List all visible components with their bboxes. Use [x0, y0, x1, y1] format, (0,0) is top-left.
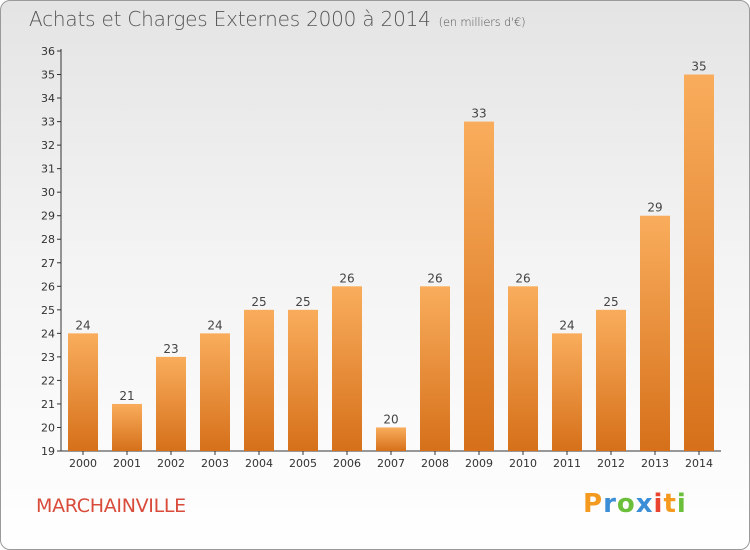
y-tick-label: 27 [41, 257, 55, 270]
x-tick-label: 2007 [377, 457, 405, 470]
y-tick-label: 31 [41, 163, 55, 176]
x-tick-label: 2005 [289, 457, 317, 470]
data-label: 21 [119, 389, 134, 403]
bar [332, 286, 362, 451]
x-tick-label: 2012 [597, 457, 625, 470]
x-tick-label: 2014 [685, 457, 713, 470]
y-tick-label: 28 [41, 233, 55, 246]
y-tick-label: 30 [41, 186, 55, 199]
y-tick-label: 34 [41, 92, 55, 105]
y-tick-label: 36 [41, 45, 55, 58]
y-tick-label: 29 [41, 210, 55, 223]
data-label: 35 [691, 60, 706, 74]
data-label: 25 [603, 295, 618, 309]
bar [464, 121, 494, 452]
y-tick-label: 24 [41, 327, 55, 340]
y-tick-label: 25 [41, 304, 55, 317]
x-tick-label: 2013 [641, 457, 669, 470]
data-label: 24 [75, 318, 90, 332]
bar [288, 309, 318, 451]
x-tick-label: 2001 [113, 457, 141, 470]
axes: 19 20 21 22 23 24 25 26 27 28 29 30 31 32 33 34 35 36 2000… [41, 45, 721, 470]
data-label: 25 [251, 295, 266, 309]
y-tick-label: 22 [41, 374, 55, 387]
logo-letter: t [663, 489, 677, 519]
data-label: 26 [515, 271, 530, 285]
data-labels: 24 21 23 24 25 25 26 20 26 33 26 24 25 29 35 [75, 60, 706, 427]
bar [376, 427, 406, 451]
y-tick-label: 33 [41, 116, 55, 129]
data-label: 20 [383, 412, 398, 426]
logo-letter: x [635, 489, 654, 519]
data-label: 26 [427, 271, 442, 285]
data-label: 24 [559, 318, 574, 332]
commune-name: MARCHAINVILLE [36, 495, 186, 517]
data-label: 24 [207, 318, 222, 332]
bar [508, 286, 538, 451]
y-tick-label: 35 [41, 69, 55, 82]
x-tick-label: 2004 [245, 457, 273, 470]
data-label: 25 [295, 295, 310, 309]
logo-letter: o [616, 489, 636, 519]
bar [640, 215, 670, 451]
bar [420, 286, 450, 451]
y-tick-label: 19 [41, 445, 55, 458]
bar [200, 333, 230, 451]
y-tick-label: 23 [41, 351, 55, 364]
y-tick-label: 26 [41, 280, 55, 293]
x-tick-label: 2011 [553, 457, 581, 470]
data-label: 33 [471, 107, 486, 121]
x-tick-label: 2000 [69, 457, 97, 470]
logo-letter: i [653, 489, 664, 519]
bars [68, 74, 714, 452]
bar [552, 333, 582, 451]
x-tick-label: 2009 [465, 457, 493, 470]
x-tick-label: 2002 [157, 457, 185, 470]
y-tick-label: 21 [41, 398, 55, 411]
title-text: Achats et Charges Externes 2000 à 2014 [29, 7, 431, 31]
data-label: 29 [647, 201, 662, 215]
bar [112, 403, 142, 451]
x-tick-label: 2006 [333, 457, 361, 470]
bar [596, 309, 626, 451]
y-tick-label: 32 [41, 139, 55, 152]
bar [156, 356, 186, 451]
data-label: 26 [339, 271, 354, 285]
x-tick-label: 2003 [201, 457, 229, 470]
data-label: 23 [163, 342, 178, 356]
bar [684, 74, 714, 451]
logo-letter: r [603, 489, 617, 519]
x-tick-label: 2008 [421, 457, 449, 470]
chart-title: Achats et Charges Externes 2000 à 2014 (e… [29, 7, 526, 31]
bar [68, 333, 98, 451]
x-tick-label: 2010 [509, 457, 537, 470]
logo-letter: i [676, 489, 687, 519]
bar [244, 309, 274, 451]
proxiti-logo: Proxiti [583, 489, 687, 519]
chart-subtitle: (en milliers d'€) [438, 15, 526, 29]
y-tick-label: 20 [41, 421, 55, 434]
logo-letter: P [583, 489, 604, 519]
